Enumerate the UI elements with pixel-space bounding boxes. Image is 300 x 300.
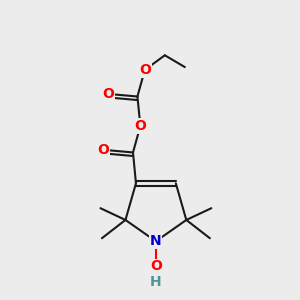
Text: O: O xyxy=(150,259,162,273)
Text: O: O xyxy=(102,87,114,101)
Text: H: H xyxy=(150,275,162,290)
Text: O: O xyxy=(98,143,110,157)
Text: O: O xyxy=(135,119,147,133)
Text: N: N xyxy=(150,234,162,248)
Text: O: O xyxy=(139,63,151,77)
